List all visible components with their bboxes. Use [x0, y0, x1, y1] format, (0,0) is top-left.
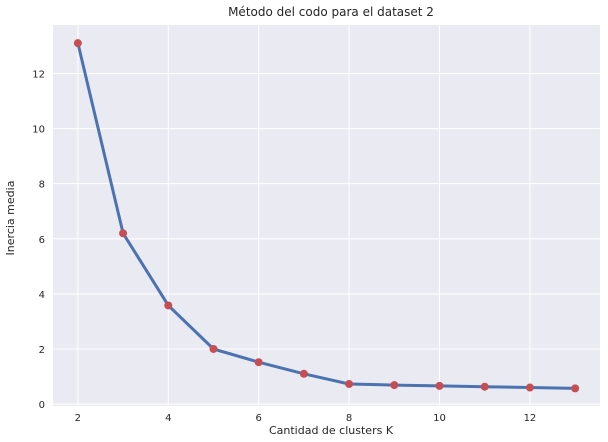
data-point [571, 384, 580, 393]
y-tick-label: 10 [32, 125, 45, 136]
y-axis-label: Inercia media [4, 181, 17, 256]
series-line [76, 41, 577, 390]
y-tick-label: 12 [32, 69, 45, 80]
y-tick-label: 6 [39, 235, 45, 246]
x-tick-label: 6 [256, 413, 262, 424]
data-point [480, 382, 489, 391]
y-axis-ticks: 0 2 4 6 8 10 12 [32, 69, 45, 411]
x-axis-label: Cantidad de clusters K [269, 424, 394, 437]
series-markers [73, 39, 580, 393]
x-tick-label: 12 [524, 413, 537, 424]
x-tick-label: 10 [433, 413, 446, 424]
plot-area [53, 25, 600, 406]
data-point [299, 369, 308, 378]
data-point [525, 383, 534, 392]
x-tick-label: 2 [75, 413, 81, 424]
x-tick-label: 8 [346, 413, 352, 424]
data-point [119, 229, 128, 238]
data-point [73, 39, 82, 48]
data-point [345, 379, 354, 388]
x-axis-ticks: 2 4 6 8 10 12 [75, 413, 537, 424]
data-point [254, 358, 263, 367]
y-tick-label: 4 [39, 290, 45, 301]
grid [53, 25, 600, 406]
y-tick-label: 2 [39, 345, 45, 356]
data-point [390, 381, 399, 390]
data-point [435, 381, 444, 390]
x-tick-label: 4 [165, 413, 171, 424]
chart-title: Método del codo para el dataset 2 [228, 5, 434, 19]
data-point [164, 301, 173, 310]
data-point [209, 344, 218, 353]
y-tick-label: 8 [39, 180, 45, 191]
y-tick-label: 0 [39, 400, 45, 411]
